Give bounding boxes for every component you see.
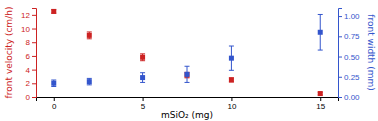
y2-axis-line: [339, 9, 343, 98]
error-cap: [185, 82, 190, 83]
tick-mark: [320, 97, 321, 101]
error-cap: [140, 53, 145, 54]
point: [318, 30, 323, 35]
tick-label: 0.50: [344, 53, 360, 62]
tick-mark: [338, 36, 342, 37]
tick: 10: [21, 25, 36, 34]
tick-label: 12: [21, 11, 30, 20]
tick-mark: [32, 29, 36, 30]
point: [140, 75, 145, 80]
point: [140, 55, 145, 60]
error-cap: [51, 80, 56, 81]
error-cap: [185, 66, 190, 67]
chart: 0 5 10 15 0 2 4 6 8 10 12 0.00 0.25 0.50 0.75 1.00 mSiO₂…: [0, 0, 378, 121]
tick: 0.50: [338, 53, 360, 62]
tick-label: 0.25: [344, 73, 360, 82]
tick-mark: [32, 15, 36, 16]
tick-mark: [32, 56, 36, 57]
point: [185, 73, 190, 78]
error-cap: [229, 70, 234, 71]
tick-mark: [338, 77, 342, 78]
tick: 6: [26, 52, 36, 61]
tick: 0: [52, 97, 57, 111]
tick-mark: [54, 97, 55, 101]
tick: 0.00: [338, 93, 360, 102]
x-axis-title: mSiO₂ (mg): [161, 110, 213, 120]
tick-label: 10: [21, 25, 30, 34]
tick: 12: [21, 11, 36, 20]
series: [51, 9, 322, 96]
error-cap: [87, 84, 92, 85]
series: [51, 14, 322, 86]
tick-label: 15: [316, 102, 325, 111]
tick: 0.75: [338, 32, 360, 41]
tick-label: 6: [26, 52, 31, 61]
y2-axis: 0.00 0.25 0.50 0.75 1.00: [338, 9, 360, 103]
y-axis-title: front velocity (cm/h): [4, 7, 14, 99]
error-cap: [318, 14, 323, 15]
tick-label: 2: [26, 79, 31, 88]
tick-label: 1.00: [344, 12, 360, 21]
error-cap: [318, 50, 323, 51]
plot: 0 5 10 15 0 2 4 6 8 10 12 0.00 0.25 0.50 0.75 1.00: [21, 9, 360, 111]
error-cap: [87, 78, 92, 79]
error-cap: [140, 72, 145, 73]
tick: 15: [316, 97, 325, 111]
tick: 8: [26, 38, 36, 47]
tick-label: 4: [26, 66, 31, 75]
tick-mark: [143, 97, 144, 101]
tick: 0: [26, 93, 36, 102]
point: [51, 81, 56, 86]
point: [51, 9, 56, 14]
tick-label: 10: [227, 102, 236, 111]
error-cap: [140, 60, 145, 61]
tick: 10: [227, 97, 236, 111]
tick: 1.00: [338, 12, 360, 21]
tick-mark: [338, 97, 342, 98]
point: [87, 79, 92, 84]
tick: 0.25: [338, 73, 360, 82]
tick: 2: [26, 79, 36, 88]
tick-mark: [32, 83, 36, 84]
error-cap: [140, 82, 145, 83]
point: [87, 33, 92, 38]
x-axis-line: [37, 98, 339, 102]
error-cap: [51, 86, 56, 87]
tick-label: 0: [26, 93, 31, 102]
tick-label: 0: [52, 102, 57, 111]
error-cap: [229, 46, 234, 47]
tick-mark: [338, 16, 342, 17]
point: [229, 77, 234, 82]
tick-mark: [32, 70, 36, 71]
y2-axis-title: front width (mm): [366, 14, 376, 91]
point: [185, 72, 190, 77]
tick-mark: [32, 42, 36, 43]
error-cap: [87, 38, 92, 39]
tick-mark: [338, 57, 342, 58]
tick: 4: [26, 66, 36, 75]
point: [229, 56, 234, 61]
tick-label: 5: [141, 102, 146, 111]
y-axis-line: [32, 9, 37, 98]
tick-mark: [32, 97, 36, 98]
y-axis: 0 2 4 6 8 10 12: [21, 9, 36, 103]
tick: 5: [141, 97, 146, 111]
error-cap: [87, 31, 92, 32]
point: [318, 91, 323, 96]
marks: [51, 9, 322, 96]
tick-label: 0.75: [344, 32, 360, 41]
tick-mark: [231, 97, 232, 101]
tick-label: 0.00: [344, 93, 360, 102]
x-axis: 0 5 10 15: [37, 97, 339, 111]
tick-label: 8: [26, 38, 31, 47]
